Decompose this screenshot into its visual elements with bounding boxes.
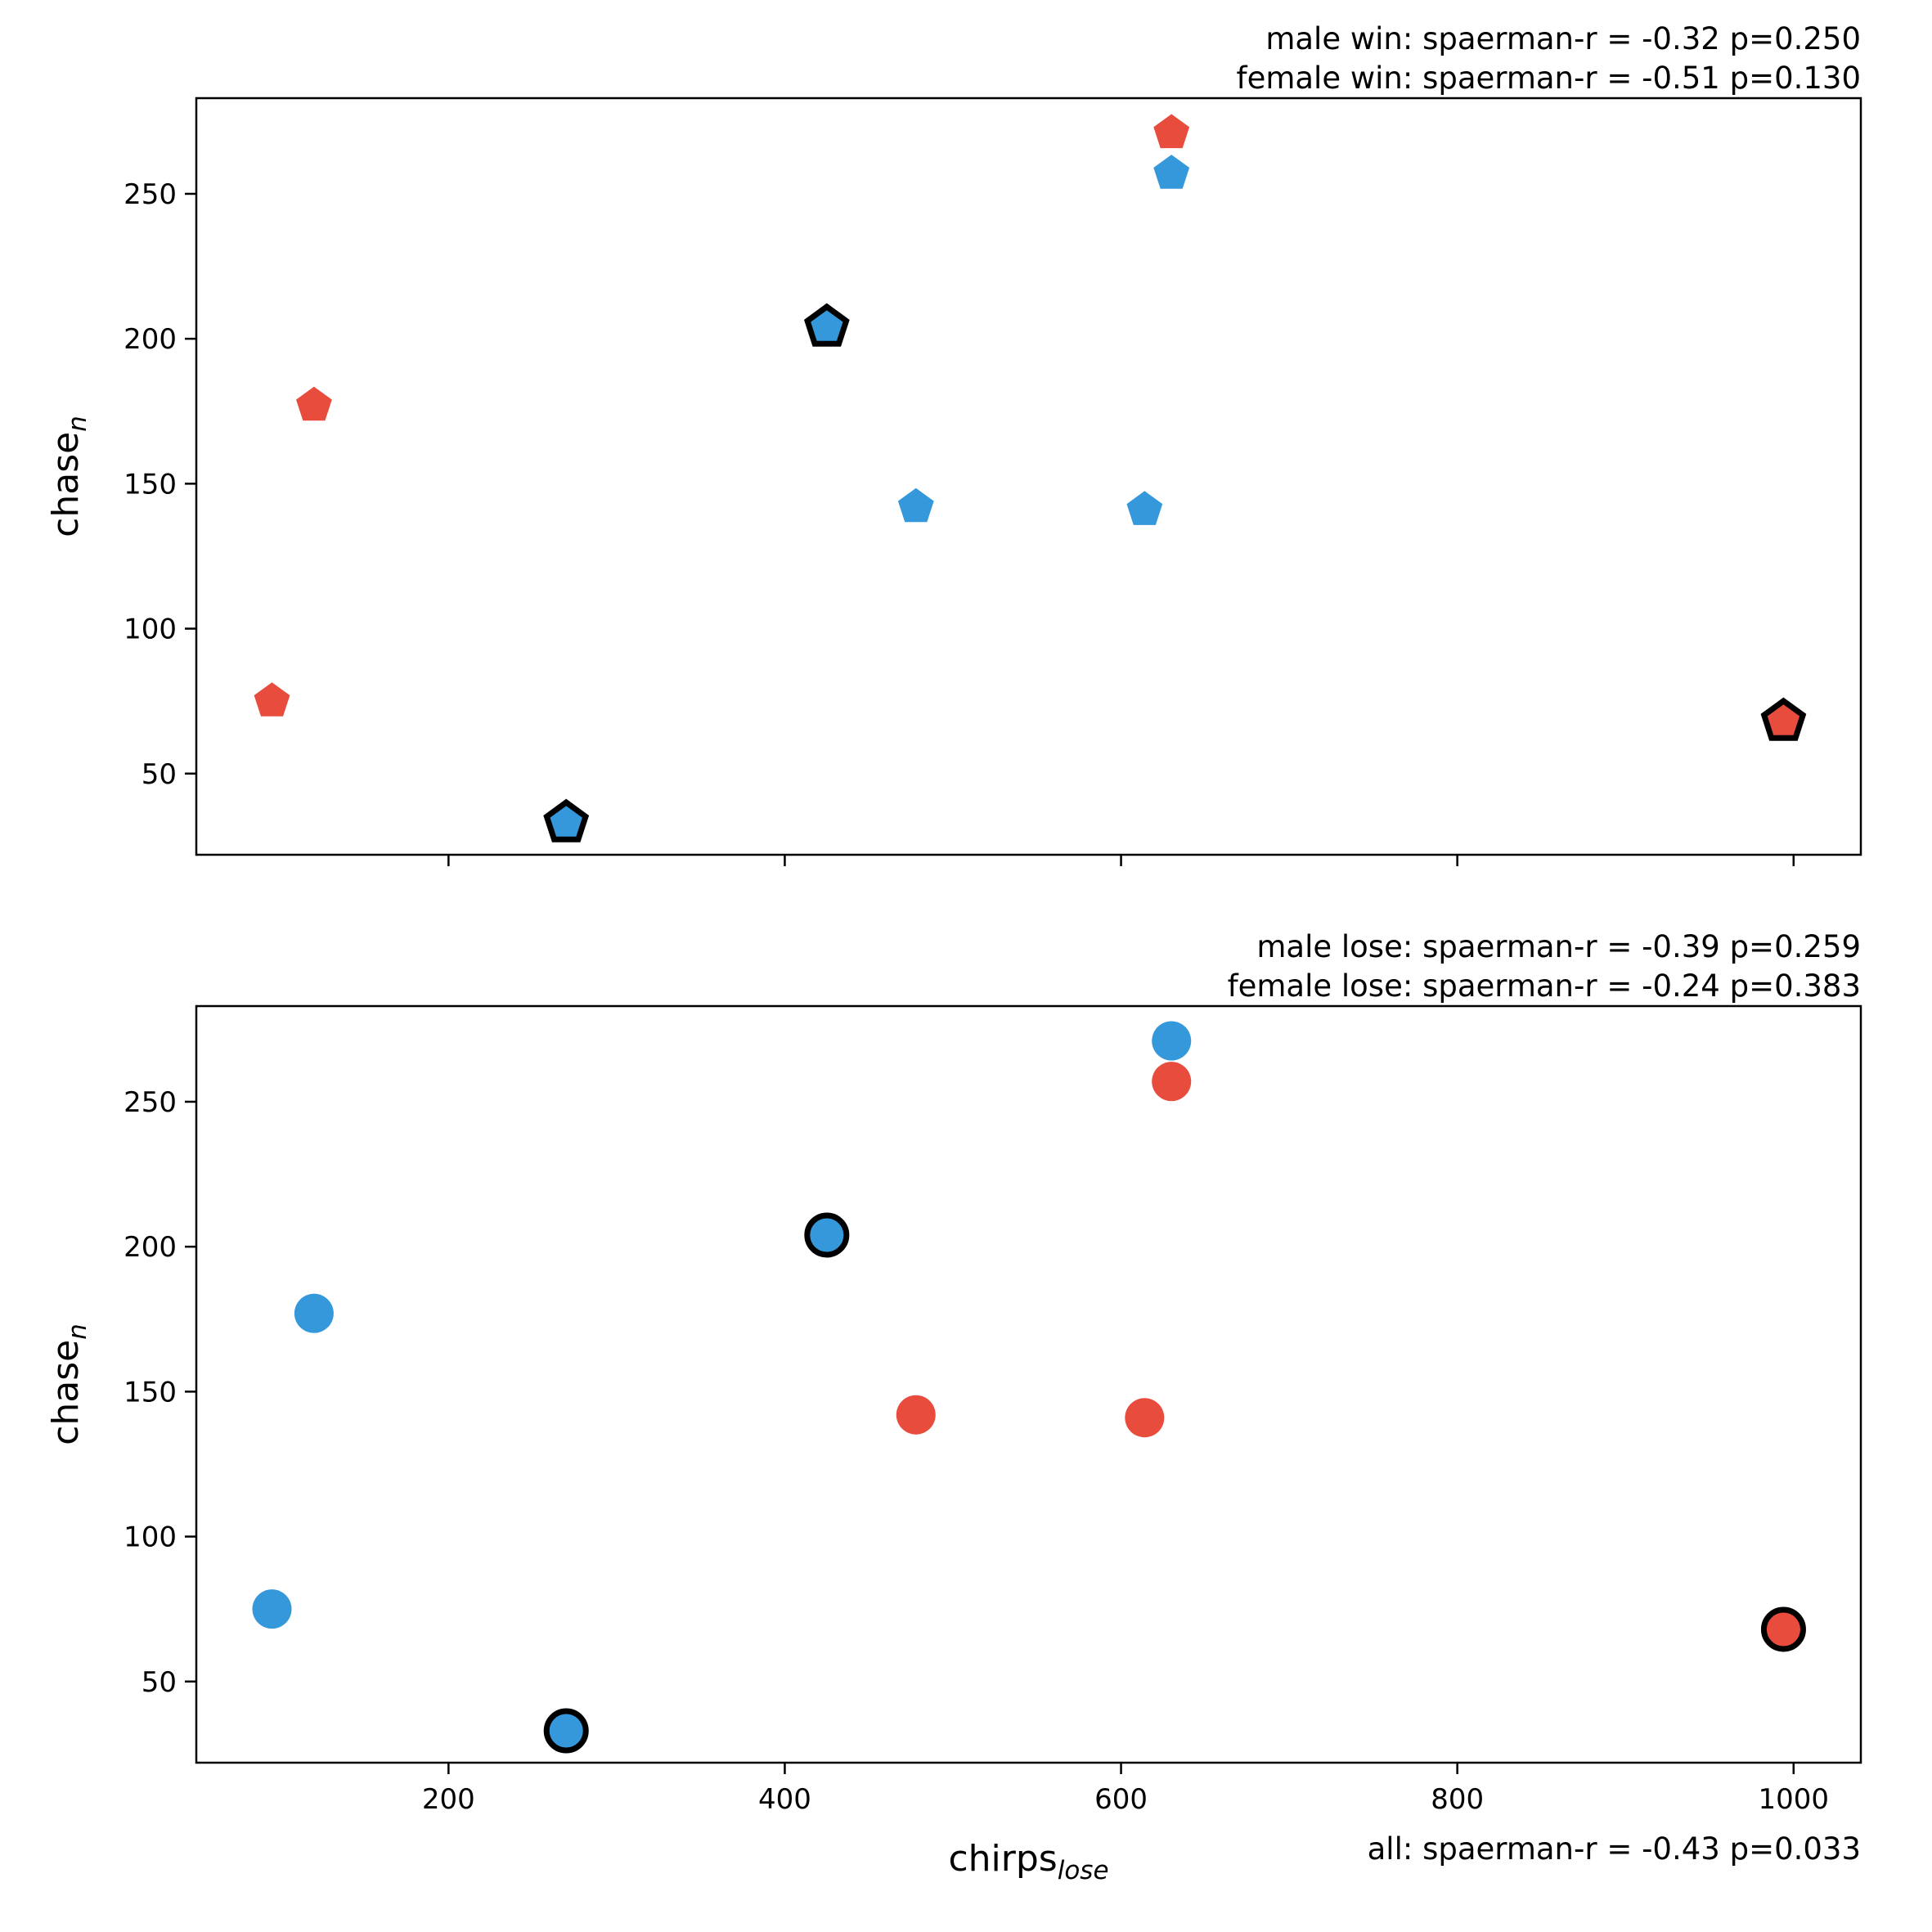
x-axis-label-subscript: lose: [1058, 1856, 1109, 1885]
x-axis-label-base: chirps: [948, 1838, 1057, 1880]
x-tick-label: 600: [1094, 1783, 1148, 1816]
y-tick-label: 50: [142, 1666, 177, 1699]
data-point-pentagon: [1760, 697, 1807, 741]
data-point-pentagon: [1153, 155, 1190, 189]
data-point-pentagon: [543, 798, 590, 842]
x-tick-label: 800: [1431, 1783, 1484, 1816]
y-axis-label-subscript: n: [63, 416, 92, 432]
data-point-circle: [1152, 1021, 1192, 1061]
y-tick-label: 150: [124, 468, 177, 501]
data-point-circle: [804, 1212, 850, 1258]
plot-frame: [195, 1004, 1862, 1764]
data-point-pentagon: [254, 682, 290, 717]
stat-annotation: female win: spaerman-r = -0.51 p=0.130: [1237, 61, 1861, 96]
y-tick-label: 250: [124, 178, 177, 211]
data-point-pentagon: [897, 487, 934, 523]
x-tick-label: 1000: [1759, 1783, 1830, 1816]
y-tick-label: 100: [124, 1521, 177, 1554]
x-tick-label: 200: [422, 1783, 475, 1816]
data-point-circle: [294, 1293, 334, 1333]
y-tick-label: 50: [142, 758, 177, 791]
y-axis-label-base: chase: [45, 432, 87, 537]
y-axis-label: chasen: [45, 416, 92, 537]
y-tick-label: 250: [124, 1086, 177, 1119]
data-point-circle: [252, 1589, 292, 1629]
overall-stat-annotation: all: spaerman-r = -0.43 p=0.033: [1368, 1831, 1861, 1867]
y-tick-label: 200: [124, 323, 177, 356]
data-point-circle: [1152, 1062, 1192, 1102]
data-point-pentagon: [1153, 114, 1190, 149]
y-tick-label: 100: [124, 613, 177, 646]
bottom-panel: male lose: spaerman-r = -0.39 p=0.259 fem…: [45, 929, 1862, 1885]
plot-frame: [195, 97, 1862, 856]
x-axis-label: chirpslose: [948, 1838, 1108, 1885]
stat-annotation: male win: spaerman-r = -0.32 p=0.250: [1265, 21, 1861, 56]
y-tick-label: 200: [124, 1231, 177, 1264]
data-point-circle: [1760, 1606, 1806, 1652]
stat-annotation: male lose: spaerman-r = -0.39 p=0.259: [1256, 929, 1861, 964]
stat-annotation: female lose: spaerman-r = -0.24 p=0.383: [1228, 968, 1861, 1004]
data-point-pentagon: [296, 386, 332, 421]
y-axis-label: chasen: [45, 1323, 92, 1445]
y-tick-label: 150: [124, 1376, 177, 1409]
top-panel: male win: spaerman-r = -0.32 p=0.250 fema…: [45, 21, 1862, 866]
data-point-circle: [543, 1708, 589, 1754]
data-point-pentagon: [803, 303, 850, 347]
data-point-circle: [1125, 1398, 1165, 1438]
y-axis-label-base: chase: [45, 1340, 87, 1445]
data-point-circle: [896, 1395, 936, 1435]
data-point-pentagon: [1126, 491, 1163, 525]
y-axis-label-subscript: n: [63, 1323, 92, 1340]
x-tick-label: 400: [758, 1783, 811, 1816]
